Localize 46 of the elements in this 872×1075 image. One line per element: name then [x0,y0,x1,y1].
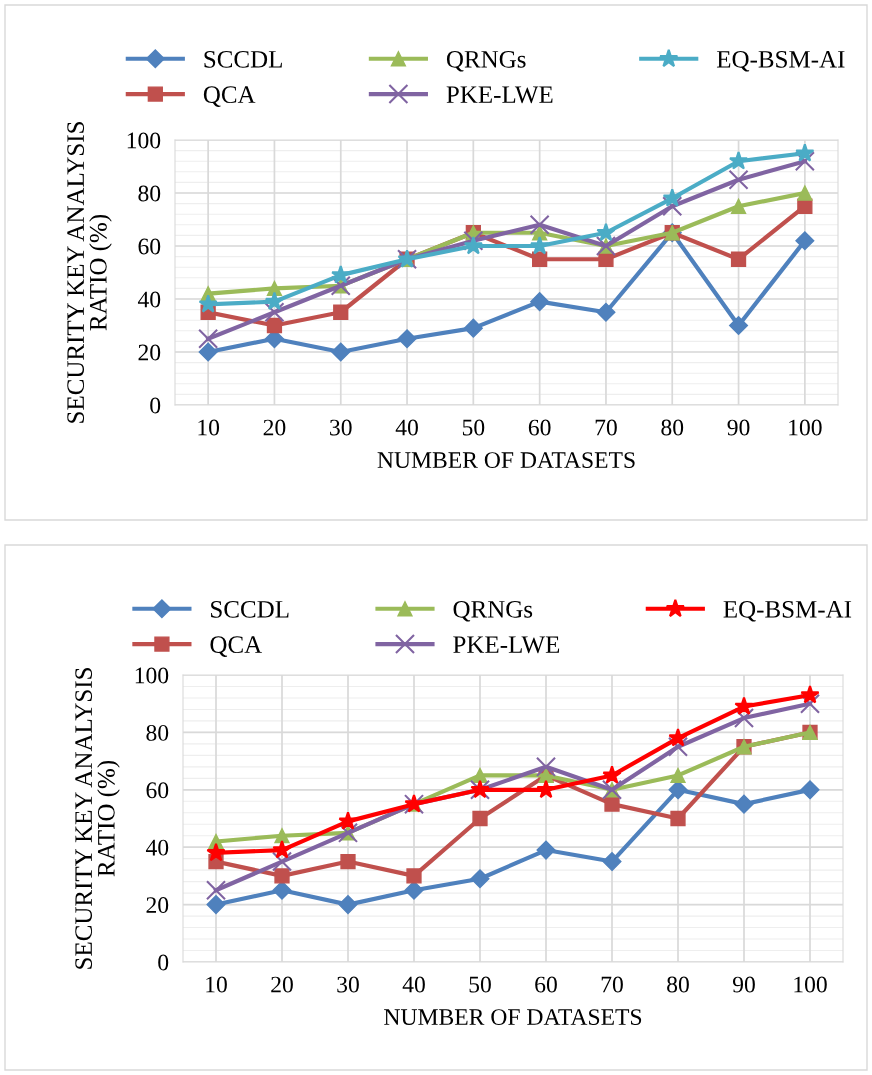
y-tick-label: 100 [127,132,161,149]
x-tick-label: 10 [206,976,227,993]
x-tick-label: 80 [667,976,689,993]
x-axis-title: NUMBER OF DATASETS [384,1009,642,1026]
x-tick-label: 20 [271,976,293,993]
y-tick-label: 20 [146,897,169,914]
x-tick-label: 10 [198,419,220,436]
y-axis-title: SECURITY KEY ANALYSIS RATIO (%) [75,668,120,969]
legend-label: EQ-BSM-AI [723,600,852,622]
x-tick-label: 40 [402,976,425,993]
y-tick-label: 80 [146,724,169,741]
y-tick-label: 40 [145,839,169,856]
y-tick-label: 60 [146,782,169,799]
x-tick-label: 70 [601,976,623,993]
y-tick-label: 100 [135,667,169,684]
x-tick-label: 30 [330,419,352,436]
y-tick-label: 60 [138,238,161,255]
x-tick-label: 20 [263,419,286,436]
y-tick-label: 0 [158,954,169,971]
legend-label: SCCDL [211,600,289,618]
y-axis-title: SECURITY KEY ANALYSIS RATIO (%) [67,122,112,423]
x-tick-label: 90 [732,976,755,993]
legend-label: QCA [210,636,263,657]
y-tick-label: 80 [138,185,161,202]
x-axis-title: NUMBER OF DATASETS [377,452,635,469]
legend-label: QRNGs [446,50,526,72]
x-tick-label: 30 [337,976,359,993]
x-tick-label: 100 [794,976,827,993]
x-tick-label: 90 [727,419,750,436]
legend-label: QRNGs [453,600,533,622]
legend-label: SCCDL [204,50,282,68]
y-tick-label: 40 [137,291,161,308]
x-tick-label: 100 [789,419,822,436]
legend-label: QCA [203,86,256,107]
x-tick-label: 50 [469,976,491,993]
x-tick-label: 50 [462,419,485,436]
x-tick-label: 40 [395,419,418,436]
legend-label: PKE-LWE [453,636,560,654]
y-tick-label: 0 [150,397,161,414]
y-tick-label: 20 [138,344,161,361]
x-tick-label: 70 [595,419,617,436]
legend-label: PKE-LWE [446,86,553,104]
x-tick-label: 60 [535,976,557,993]
x-tick-label: 80 [661,419,684,436]
x-tick-label: 60 [528,419,551,436]
legend-label: EQ-BSM-AI [716,50,845,72]
